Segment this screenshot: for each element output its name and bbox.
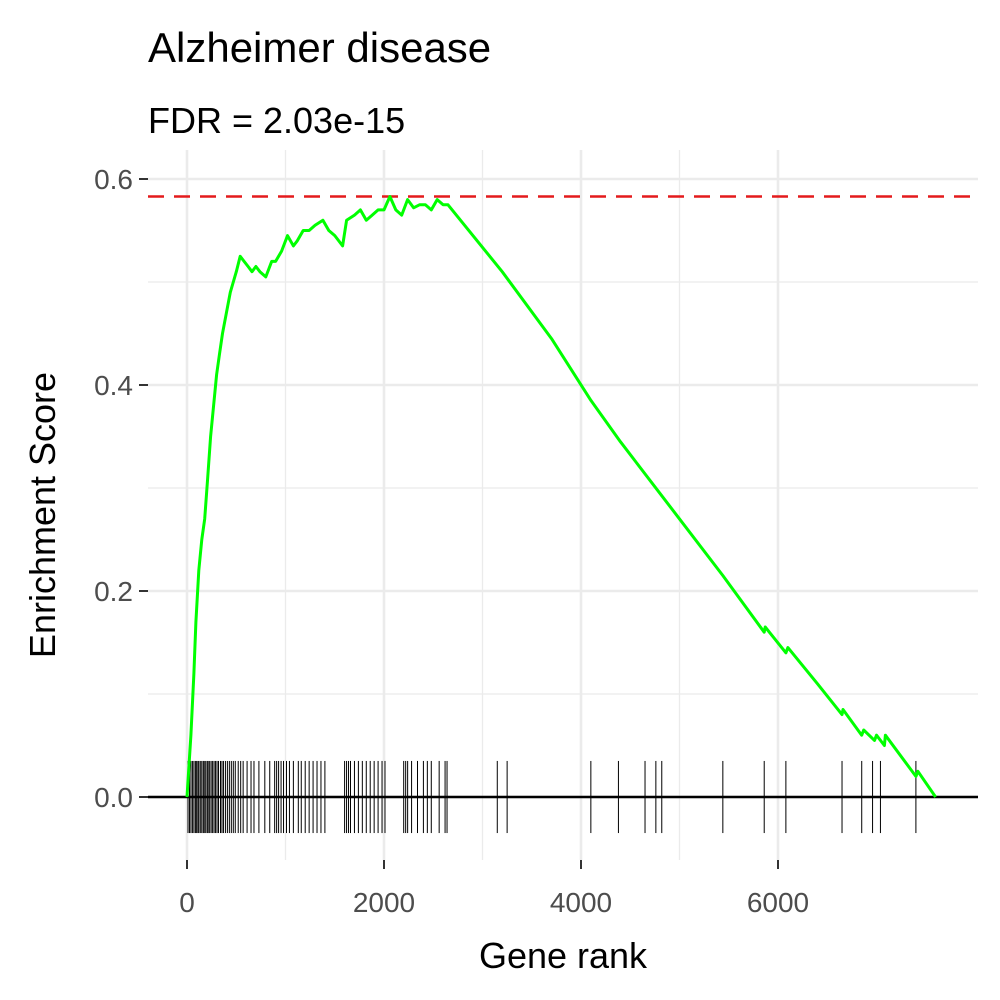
y-tick-label: 0.2: [94, 576, 133, 607]
y-tick-label: 0.4: [94, 370, 133, 401]
x-axis: 0 2000 4000 6000: [179, 860, 809, 918]
y-axis: 0.0 0.2 0.4 0.6: [94, 164, 148, 813]
chart-subtitle: FDR = 2.03e-15: [148, 100, 405, 141]
y-tick-label: 0.0: [94, 782, 133, 813]
grid: [148, 150, 978, 860]
y-axis-title: Enrichment Score: [22, 372, 63, 658]
x-tick-label: 0: [179, 887, 195, 918]
chart-title: Alzheimer disease: [148, 24, 491, 71]
series-layer: [185, 195, 937, 798]
x-tick-label: 2000: [353, 887, 415, 918]
enrichment-score-line: [185, 195, 937, 798]
x-tick-label: 6000: [747, 887, 809, 918]
x-axis-title: Gene rank: [479, 935, 648, 976]
x-tick-label: 4000: [550, 887, 612, 918]
y-tick-label: 0.6: [94, 164, 133, 195]
reference-lines: [148, 195, 978, 799]
